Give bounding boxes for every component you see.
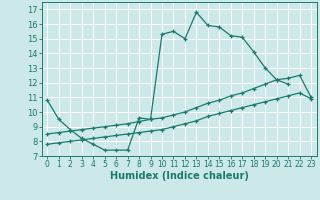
X-axis label: Humidex (Indice chaleur): Humidex (Indice chaleur) xyxy=(110,171,249,181)
